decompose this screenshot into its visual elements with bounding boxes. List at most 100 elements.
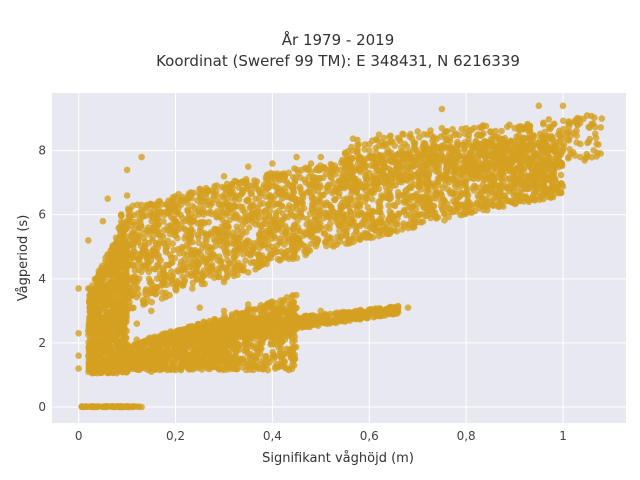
data-point bbox=[146, 230, 153, 238]
data-point bbox=[462, 183, 470, 190]
data-point bbox=[150, 201, 158, 208]
data-point bbox=[431, 182, 438, 189]
data-point bbox=[388, 212, 395, 219]
data-point bbox=[131, 267, 138, 274]
data-point bbox=[435, 177, 443, 184]
data-point bbox=[144, 256, 151, 263]
data-point bbox=[156, 351, 164, 359]
data-point bbox=[248, 190, 255, 198]
data-point bbox=[157, 208, 165, 216]
data-point bbox=[259, 200, 267, 207]
chart-title: År 1979 - 2019 bbox=[282, 30, 395, 49]
data-point bbox=[354, 203, 361, 210]
data-point bbox=[337, 215, 344, 223]
data-point bbox=[111, 403, 118, 410]
data-point bbox=[410, 222, 418, 229]
data-point bbox=[230, 202, 237, 210]
data-point bbox=[85, 345, 93, 353]
data-point bbox=[107, 348, 115, 355]
data-point bbox=[373, 226, 380, 234]
data-point bbox=[348, 190, 355, 198]
data-point bbox=[227, 239, 234, 247]
data-point bbox=[383, 177, 391, 185]
data-point bbox=[161, 226, 168, 234]
chart-subtitle: Koordinat (Sweref 99 TM): E 348431, N 62… bbox=[156, 52, 520, 70]
data-point bbox=[78, 403, 85, 411]
data-point bbox=[196, 304, 203, 312]
data-point bbox=[96, 294, 103, 302]
data-point bbox=[235, 341, 243, 348]
data-point bbox=[261, 255, 269, 263]
data-point bbox=[122, 272, 129, 280]
data-point bbox=[122, 334, 130, 342]
data-point bbox=[102, 254, 109, 261]
data-point bbox=[327, 234, 335, 242]
data-point bbox=[404, 199, 411, 206]
data-point bbox=[256, 244, 263, 252]
data-point bbox=[245, 224, 253, 231]
data-point bbox=[253, 178, 261, 185]
data-point bbox=[299, 200, 306, 208]
data-point bbox=[126, 214, 134, 221]
data-point bbox=[115, 224, 122, 232]
data-point bbox=[123, 287, 130, 295]
data-point bbox=[349, 196, 356, 203]
data-point bbox=[377, 196, 384, 204]
data-point bbox=[250, 258, 257, 266]
data-point bbox=[242, 238, 250, 246]
data-point bbox=[204, 256, 211, 263]
data-point bbox=[516, 195, 524, 202]
data-point bbox=[104, 195, 111, 202]
data-point bbox=[555, 189, 563, 197]
data-point bbox=[140, 207, 147, 214]
data-point bbox=[150, 341, 158, 349]
data-point bbox=[312, 166, 320, 174]
data-point bbox=[289, 253, 297, 260]
data-point bbox=[96, 342, 103, 350]
data-point bbox=[262, 236, 270, 243]
data-point bbox=[172, 287, 180, 294]
data-point bbox=[201, 219, 208, 227]
data-point bbox=[97, 350, 104, 357]
data-point bbox=[291, 165, 298, 172]
data-point bbox=[549, 181, 556, 188]
data-point bbox=[234, 246, 241, 253]
data-point bbox=[475, 175, 482, 182]
data-point bbox=[182, 232, 190, 239]
data-point bbox=[114, 296, 122, 303]
data-point bbox=[237, 266, 244, 273]
data-point bbox=[282, 230, 289, 237]
data-point bbox=[483, 184, 491, 191]
data-point bbox=[120, 344, 127, 352]
data-point bbox=[276, 175, 283, 182]
data-point bbox=[438, 202, 445, 210]
data-point bbox=[275, 200, 283, 208]
data-point bbox=[299, 194, 307, 201]
data-point bbox=[192, 250, 199, 258]
data-point bbox=[75, 330, 82, 337]
data-point bbox=[118, 316, 126, 324]
data-point bbox=[118, 279, 126, 287]
data-point bbox=[535, 102, 543, 110]
data-point bbox=[285, 181, 292, 188]
data-point bbox=[233, 365, 241, 373]
data-point bbox=[91, 403, 98, 410]
data-point bbox=[322, 201, 330, 209]
data-point bbox=[189, 285, 196, 292]
data-point bbox=[540, 182, 548, 189]
data-point bbox=[317, 153, 325, 161]
data-point bbox=[215, 201, 223, 208]
data-point bbox=[158, 289, 166, 296]
data-point bbox=[223, 210, 231, 217]
data-point bbox=[259, 357, 266, 365]
data-point bbox=[321, 209, 328, 216]
data-point bbox=[557, 171, 565, 179]
data-point bbox=[233, 211, 240, 218]
data-point bbox=[124, 249, 132, 256]
data-point bbox=[102, 301, 110, 309]
data-point bbox=[293, 153, 300, 161]
data-point bbox=[400, 220, 407, 227]
data-point bbox=[284, 205, 291, 212]
data-point bbox=[189, 202, 196, 210]
